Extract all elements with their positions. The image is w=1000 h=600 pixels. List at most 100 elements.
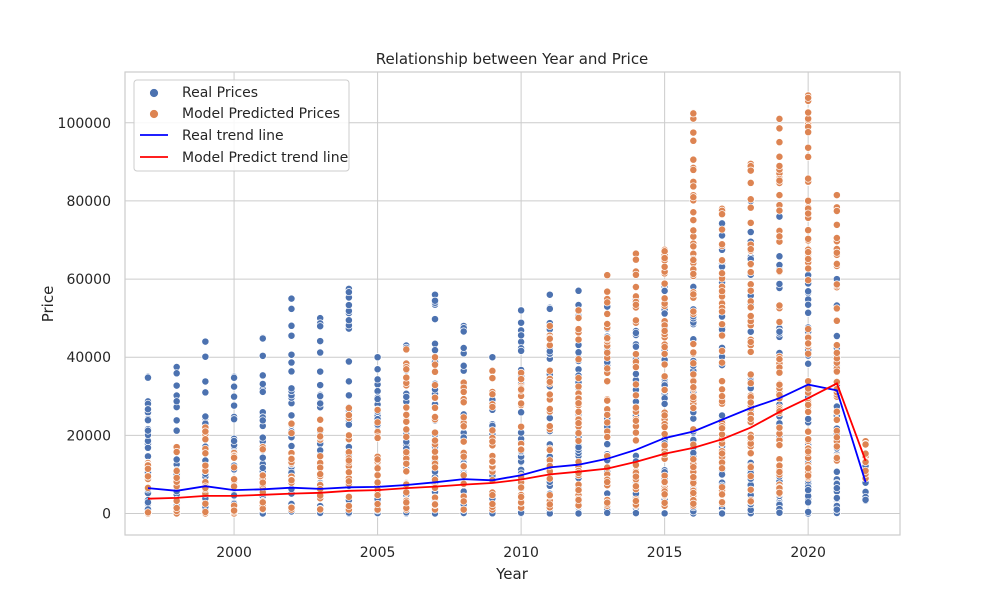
real-price-point <box>316 348 325 357</box>
predicted-price-point <box>832 207 841 215</box>
predicted-price-point <box>574 419 583 428</box>
predicted-price-point <box>574 486 583 495</box>
predicted-price-point <box>746 370 755 379</box>
predicted-price-point <box>718 320 726 329</box>
real-price-point <box>144 426 152 435</box>
predicted-price-point <box>804 234 813 243</box>
predicted-price-point <box>631 300 640 309</box>
predicted-price-point <box>402 425 411 434</box>
predicted-price-point <box>746 449 755 458</box>
predicted-price-point <box>287 476 296 485</box>
predicted-price-point <box>373 478 382 487</box>
predicted-price-point <box>574 399 583 408</box>
real-price-point <box>344 377 353 386</box>
predicted-price-point <box>574 314 583 322</box>
real-price-point <box>603 440 612 449</box>
predicted-price-point <box>660 254 669 263</box>
predicted-price-point <box>832 234 841 242</box>
predicted-price-point <box>517 385 526 394</box>
predicted-price-point <box>431 428 439 437</box>
predicted-price-point <box>172 448 181 456</box>
predicted-price-point <box>746 218 755 227</box>
predicted-price-point <box>746 463 755 472</box>
predicted-price-point <box>545 366 554 375</box>
predicted-price-point <box>631 350 640 359</box>
predicted-price-point <box>804 276 813 285</box>
real-price-point <box>172 381 181 390</box>
predicted-price-point <box>230 453 239 462</box>
predicted-price-point <box>402 467 411 476</box>
predicted-price-point <box>689 455 698 464</box>
real-price-point <box>832 332 841 340</box>
predicted-price-point <box>718 331 726 340</box>
y-tick-label: 20000 <box>66 428 111 444</box>
real-price-point <box>172 416 181 425</box>
real-price-point <box>775 327 784 336</box>
real-price-point <box>804 415 813 423</box>
real-price-point <box>258 463 267 472</box>
predicted-price-point <box>660 360 669 369</box>
real-price-point <box>344 357 353 366</box>
predicted-price-point <box>804 152 813 161</box>
real-price-point <box>201 337 210 346</box>
predicted-price-point <box>316 432 325 441</box>
predicted-price-point <box>660 343 669 351</box>
predicted-price-point <box>574 496 583 504</box>
predicted-price-point <box>545 377 554 386</box>
predicted-price-point <box>660 411 669 420</box>
real-price-point <box>517 306 526 315</box>
predicted-price-point <box>488 426 497 435</box>
predicted-price-point <box>517 492 526 501</box>
predicted-price-point <box>689 359 698 368</box>
predicted-price-point <box>545 422 554 431</box>
real-price-point <box>344 301 353 310</box>
predicted-price-point <box>689 242 698 251</box>
axes-frame <box>124 71 901 536</box>
predicted-price-point <box>631 270 640 279</box>
real-price-point <box>316 322 325 331</box>
predicted-price-point <box>775 423 784 432</box>
predicted-price-point <box>746 178 755 187</box>
real-price-point <box>804 508 813 516</box>
predicted-price-point <box>689 165 698 174</box>
real-price-point <box>201 412 210 421</box>
predicted-price-point <box>775 355 784 364</box>
predicted-price-point <box>631 428 640 437</box>
predicted-price-point <box>172 504 181 513</box>
real-price-point <box>631 342 640 351</box>
predicted-price-point <box>689 370 698 379</box>
predicted-price-point <box>746 312 755 320</box>
real-price-point <box>804 308 813 317</box>
predicted-price-point <box>804 264 813 273</box>
predicted-price-point <box>775 301 784 310</box>
predicted-price-point <box>775 368 784 377</box>
predicted-price-point <box>746 497 755 506</box>
real-price-point <box>258 416 267 425</box>
predicted-price-point <box>689 404 698 412</box>
legend-label-real-trend: Real trend line <box>182 128 284 144</box>
predicted-price-point <box>344 468 353 477</box>
plot-area <box>124 71 901 536</box>
predicted-price-point <box>631 380 640 389</box>
predicted-price-point <box>603 410 612 419</box>
predicted-price-point <box>344 411 353 420</box>
predicted-price-point <box>804 407 813 416</box>
predicted-price-point <box>431 367 439 376</box>
predicted-price-point <box>775 138 784 147</box>
predicted-price-point <box>718 449 726 458</box>
predicted-price-point <box>172 473 181 482</box>
predicted-price-point <box>488 500 497 508</box>
predicted-price-point <box>459 387 468 396</box>
predicted-price-point <box>373 464 382 473</box>
predicted-price-point <box>172 466 181 475</box>
y-tick-label: 60000 <box>66 272 111 288</box>
real-price-point <box>230 373 239 382</box>
predicted-price-point <box>746 472 755 481</box>
real-price-point <box>144 443 152 452</box>
predicted-price-point <box>545 341 554 350</box>
predicted-price-point <box>488 403 497 411</box>
predicted-price-point <box>804 226 813 235</box>
real-price-point <box>230 415 239 424</box>
real-price-point <box>373 375 382 384</box>
predicted-price-point <box>545 405 554 413</box>
